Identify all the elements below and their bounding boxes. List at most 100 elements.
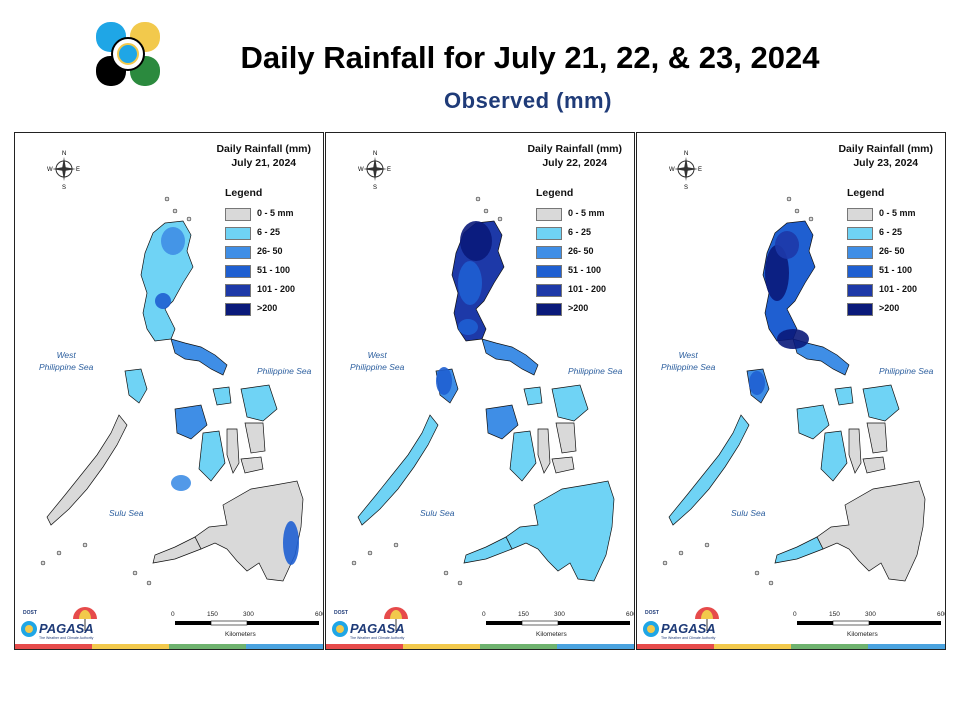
islet (351, 560, 357, 566)
islet (754, 570, 760, 576)
color-stripe (326, 644, 634, 649)
legend-swatch (847, 208, 873, 221)
svg-text:N: N (373, 151, 377, 157)
islet (497, 216, 503, 222)
scale-tick-label: 600 (937, 611, 945, 618)
islet (146, 580, 152, 586)
island-bicol (170, 338, 228, 376)
west-philippine-sea-label: West Philippine Sea (661, 350, 716, 372)
svg-text:E: E (387, 167, 391, 173)
rainfall-area (460, 221, 492, 261)
island-samar (240, 384, 278, 422)
scale-tick-label: 150 (518, 611, 529, 618)
sulu-sea-label: Sulu Sea (731, 508, 766, 518)
island-panay (174, 404, 208, 440)
legend-swatch (536, 265, 562, 278)
islet (56, 550, 62, 556)
scale-tick-label: 600 (315, 611, 323, 618)
panel-title: Daily Rainfall (mm) July 22, 2024 (527, 143, 622, 169)
rainfall-area (161, 227, 185, 255)
island-masbate (212, 386, 232, 406)
legend-label: >200 (257, 303, 278, 313)
legend-label: 51 - 100 (257, 265, 291, 275)
legend-label: 101 - 200 (257, 284, 296, 294)
philippines-map (662, 196, 926, 586)
scale-tick-label: 0 (793, 611, 797, 618)
legend-label: >200 (879, 303, 900, 313)
svg-text:PAGASA: PAGASA (661, 621, 716, 636)
pagasa-logo: DOST PAGASA The Weather and Climate Author… (641, 605, 725, 641)
svg-text:PAGASA: PAGASA (350, 621, 405, 636)
islet (186, 216, 192, 222)
rainfall-area (458, 319, 478, 335)
legend-label: 0 - 5 mm (879, 208, 916, 218)
legend-swatch (847, 246, 873, 259)
island-cebu (226, 428, 240, 474)
sulu-sea-label: Sulu Sea (109, 508, 144, 518)
svg-text:N: N (62, 151, 66, 157)
map-panel-july-22: N S W E Daily Rainfall (mm) July 22, 2024… (325, 132, 635, 650)
scale-tick-label: 0 (482, 611, 486, 618)
philippine-sea-label: Philippine Sea (257, 366, 312, 376)
svg-text:S: S (373, 185, 377, 189)
islet (794, 208, 800, 214)
philippine-sea-label: Philippine Sea (879, 366, 934, 376)
legend-label: 26- 50 (568, 246, 594, 256)
legend-swatch (536, 208, 562, 221)
legend-swatch (847, 227, 873, 240)
islet (367, 550, 373, 556)
island-samar (862, 384, 900, 422)
island-palawan (357, 414, 439, 526)
legend-label: 26- 50 (257, 246, 283, 256)
legend-swatch (225, 265, 251, 278)
legend-label: 26- 50 (879, 246, 905, 256)
legend-title: Legend (225, 187, 263, 199)
islet (457, 580, 463, 586)
island-palawan (668, 414, 750, 526)
map-panel-july-23: N S W E Daily Rainfall (mm) July 23, 2024… (636, 132, 946, 650)
island-bicol (792, 338, 850, 376)
landmass (40, 196, 304, 586)
islet (164, 196, 170, 202)
rainfall-area (775, 231, 799, 259)
scale-bar: 0 150 300 600 Kilometers (793, 611, 945, 641)
islet (82, 542, 88, 548)
legend-swatch (847, 303, 873, 316)
scale-tick-label: 600 (626, 611, 634, 618)
legend-swatch (847, 284, 873, 297)
scale-tick-label: 150 (207, 611, 218, 618)
island-cebu (537, 428, 551, 474)
panel-title: Daily Rainfall (mm) July 23, 2024 (838, 143, 933, 169)
legend-label: 51 - 100 (879, 265, 913, 275)
svg-text:W: W (47, 167, 53, 173)
sulu-sea-label: Sulu Sea (420, 508, 455, 518)
compass-rose-icon: N S W E (47, 149, 81, 189)
rainfall-area (283, 521, 299, 565)
legend-title: Legend (847, 187, 885, 199)
svg-text:DOST: DOST (334, 610, 348, 616)
legend-swatch (536, 303, 562, 316)
svg-text:E: E (76, 167, 80, 173)
islet (786, 196, 792, 202)
legend-swatch (536, 227, 562, 240)
scale-unit-label: Kilometers (536, 631, 567, 638)
philippines-map (40, 196, 304, 586)
svg-text:DOST: DOST (645, 610, 659, 616)
pagasa-logo: DOST PAGASA The Weather and Climate Author… (19, 605, 103, 641)
islet (132, 570, 138, 576)
island-negros (509, 430, 537, 482)
island-zambo (463, 536, 513, 564)
landmass (351, 196, 615, 586)
rainfall-area (765, 245, 789, 301)
west-philippine-sea-label: West Philippine Sea (39, 350, 94, 372)
islet (678, 550, 684, 556)
color-stripe (15, 644, 323, 649)
island-bicol (481, 338, 539, 376)
island-cebu (848, 428, 862, 474)
island-negros (198, 430, 226, 482)
color-stripe (637, 644, 945, 649)
rainfall-area (777, 329, 809, 349)
island-mindanao (505, 480, 615, 582)
svg-text:S: S (684, 185, 688, 189)
island-masbate (523, 386, 543, 406)
